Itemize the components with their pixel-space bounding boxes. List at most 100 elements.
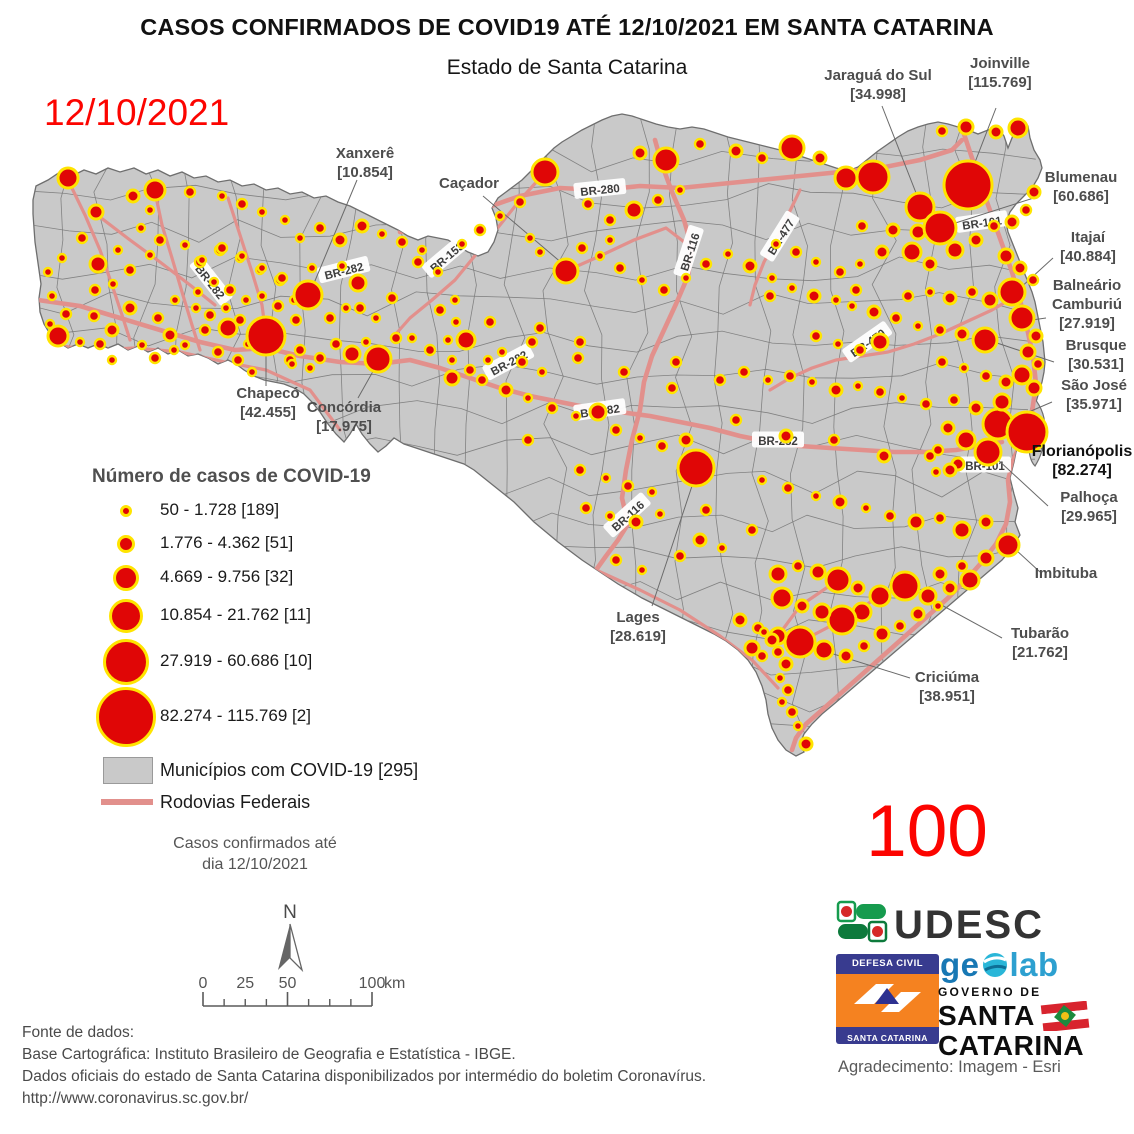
case-bubble (443, 369, 461, 387)
case-bubble (136, 339, 148, 351)
case-bubble (935, 355, 949, 369)
geolab-lab: lab (1009, 946, 1059, 983)
case-bubble (998, 374, 1014, 390)
case-bubble (342, 344, 362, 364)
case-bubble (236, 250, 248, 262)
case-bubble (766, 272, 778, 284)
case-bubble (332, 232, 348, 248)
case-bubble (959, 569, 981, 591)
case-bubble (978, 514, 994, 530)
case-bubble (192, 286, 204, 298)
case-bubble (524, 232, 536, 244)
case-bubble (756, 474, 768, 486)
case-bubble (588, 402, 608, 422)
case-bubble (850, 580, 866, 596)
case-bubble (716, 542, 728, 554)
case-bubble (810, 490, 822, 502)
case-bubble (755, 151, 769, 165)
case-bubble (770, 586, 794, 610)
case-bubble (883, 509, 897, 523)
case-bubble (286, 358, 298, 370)
case-bubble (220, 302, 232, 314)
case-bubble (122, 300, 138, 316)
municipality-border (33, 256, 1035, 282)
case-bubble (676, 448, 716, 488)
governo-line1: GOVERNO DE (938, 985, 1042, 999)
municipalities-swatch (103, 757, 153, 784)
case-bubble (223, 283, 237, 297)
municipalities-label: Municípios com COVID-19 [295] (160, 760, 419, 780)
case-bubble (809, 563, 827, 581)
case-bubble (1025, 379, 1043, 397)
case-bubble (613, 261, 627, 275)
page-subtitle: Estado de Santa Catarina (446, 56, 688, 79)
case-bubble (957, 118, 975, 136)
case-bubble (997, 247, 1015, 265)
case-bubble (617, 365, 631, 379)
case-bubble (482, 354, 494, 366)
case-bubble (416, 244, 428, 256)
case-bubble (722, 248, 734, 260)
case-bubble (885, 222, 901, 238)
case-bubble (353, 301, 367, 315)
case-bubble (854, 258, 866, 270)
case-bubble (778, 134, 806, 162)
case-bubble (211, 345, 225, 359)
case-bubble (279, 214, 291, 226)
case-bubble (798, 736, 814, 752)
case-bubble (370, 312, 382, 324)
road-label: BR-282 (752, 431, 804, 448)
case-bubble (778, 428, 794, 444)
case-bubble (432, 266, 444, 278)
case-bubble (545, 401, 559, 415)
case-bubble (692, 532, 708, 548)
case-bubble (781, 683, 795, 697)
case-bubble (636, 274, 648, 286)
legend-class-label: 27.919 - 60.686 [10] (160, 651, 313, 670)
case-bubble (755, 649, 769, 663)
case-bubble (794, 598, 810, 614)
legend-circle (103, 639, 149, 685)
case-bubble (594, 250, 606, 262)
case-bubble (275, 271, 289, 285)
defesa-civil-title: DEFESA CIVIL (836, 954, 939, 974)
case-bubble (945, 240, 965, 260)
case-bubble (112, 244, 124, 256)
case-bubble (901, 241, 923, 263)
city-label: Criciúma [38.951] (915, 669, 980, 705)
case-bubble (571, 351, 585, 365)
case-bubble (828, 382, 844, 398)
case-bubble (827, 433, 841, 447)
case-bubble (826, 604, 858, 636)
case-bubble (665, 381, 679, 395)
case-bubble (852, 380, 864, 392)
case-bubble (179, 339, 191, 351)
case-bubble (240, 294, 252, 306)
case-bubble (1028, 328, 1044, 344)
case-bubble (313, 351, 327, 365)
case-bubble (932, 566, 948, 582)
case-bubble (971, 326, 999, 354)
case-bubble (604, 510, 616, 522)
federal-road (594, 568, 780, 690)
case-bubble (496, 346, 508, 358)
case-bubble (533, 321, 547, 335)
case-bubble (153, 233, 167, 247)
geolab-ge: ge (940, 946, 980, 983)
case-bubble (792, 720, 804, 732)
city-label: Blumenau [60.686] (1045, 169, 1118, 205)
case-bubble (256, 206, 268, 218)
case-bubble (1031, 357, 1045, 371)
case-bubble (901, 289, 915, 303)
city-label: Florianópolis [82.274] (1032, 443, 1133, 479)
case-bubble (151, 311, 165, 325)
leader-line (995, 457, 1049, 507)
legend-class-label: 10.854 - 21.762 [11] (160, 605, 311, 624)
case-bubble (758, 626, 770, 638)
case-bubble (522, 392, 534, 404)
governo-line3: CATARINA (938, 1030, 1085, 1061)
udesc-symbol-bar (856, 904, 886, 919)
case-bubble (973, 437, 1003, 467)
defesa-civil-emblem (836, 974, 939, 1027)
case-bubble (59, 307, 73, 321)
